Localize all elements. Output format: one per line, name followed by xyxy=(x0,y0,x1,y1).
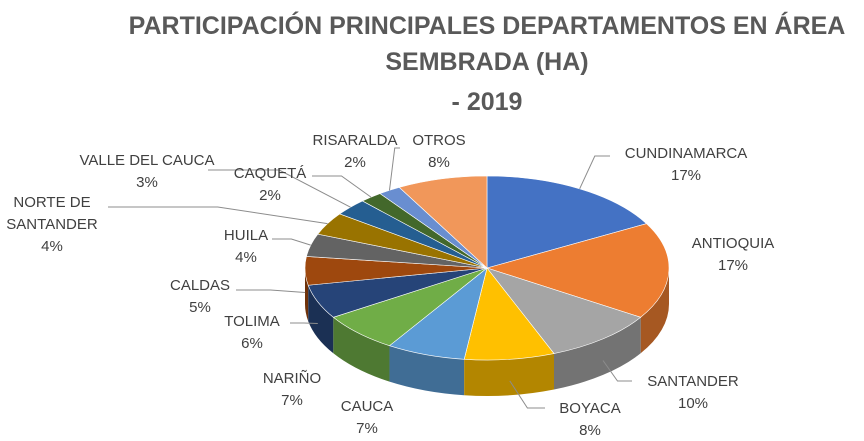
data-label: HUILA 4% xyxy=(224,225,268,269)
category-label: RISARALDA xyxy=(312,132,398,149)
value-label: 5% xyxy=(189,299,211,316)
chart-title: PARTICIPACIÓN PRINCIPALES DEPARTAMENTOS … xyxy=(128,12,846,76)
value-label: 4% xyxy=(235,249,257,266)
category-label: ANTIOQUIA xyxy=(691,235,775,252)
slice-side xyxy=(333,317,390,382)
slice xyxy=(463,267,555,361)
leader-line xyxy=(236,289,306,293)
data-label: CAUCA 7% xyxy=(341,396,394,440)
data-label: SANTANDER 10% xyxy=(647,371,738,415)
leader-line xyxy=(388,147,400,191)
data-label: NARIÑO 7% xyxy=(263,368,321,412)
leader-line xyxy=(108,206,328,225)
category-label: VALLE DEL CAUCA xyxy=(79,152,215,169)
value-label: 8% xyxy=(428,154,450,171)
slice-side xyxy=(553,317,641,390)
leader-line xyxy=(602,360,632,382)
value-label: 6% xyxy=(241,335,263,352)
slice xyxy=(486,267,642,354)
value-label: 2% xyxy=(259,187,281,204)
leader-line xyxy=(509,380,545,409)
category-label: SANTANDER xyxy=(647,373,739,390)
category-label: NORTE DE SANTANDER xyxy=(6,194,98,233)
category-label: CAQUETÁ xyxy=(233,165,307,182)
data-label: VALLE DEL CAUCA 3% xyxy=(79,150,214,194)
slice xyxy=(485,223,670,318)
leader-line xyxy=(272,238,311,246)
data-label: TOLIMA 6% xyxy=(224,311,280,355)
category-label: OTROS xyxy=(412,132,466,149)
data-label: ANTIOQUIA 17% xyxy=(692,233,775,277)
data-label: OTROS 8% xyxy=(412,130,465,174)
data-label: BOYACA 8% xyxy=(559,398,620,441)
value-label: 8% xyxy=(579,422,601,439)
data-label: NORTE DE SANTANDER 4% xyxy=(2,192,102,258)
category-label: TOLIMA xyxy=(224,313,280,330)
value-label: 10% xyxy=(677,395,709,412)
category-label: CALDAS xyxy=(169,277,231,294)
chart-subtitle: - 2019 xyxy=(451,88,523,116)
slice-side xyxy=(464,353,554,396)
slice xyxy=(398,175,488,269)
data-label: RISARALDA 2% xyxy=(312,130,397,174)
category-label: NARIÑO xyxy=(262,370,322,387)
value-label: 2% xyxy=(344,154,366,171)
value-label: 7% xyxy=(281,392,303,409)
slice-side xyxy=(389,345,465,396)
leader-line xyxy=(579,155,610,190)
slice-side xyxy=(308,285,334,354)
slice xyxy=(486,175,648,269)
slice-side xyxy=(305,268,309,322)
value-label: 17% xyxy=(670,167,702,184)
category-label: CUNDINAMARCA xyxy=(624,145,748,162)
leader-line xyxy=(312,175,372,198)
category-label: BOYACA xyxy=(559,400,621,417)
data-label: CUNDINAMARCA 17% xyxy=(625,143,748,187)
value-label: 3% xyxy=(136,174,158,191)
slice-side xyxy=(640,268,669,354)
value-label: 4% xyxy=(41,238,63,255)
value-label: 17% xyxy=(717,257,749,274)
category-label: CAUCA xyxy=(340,398,394,415)
category-label: HUILA xyxy=(223,227,269,244)
data-label: CAQUETÁ 2% xyxy=(234,163,307,207)
leader-line xyxy=(208,169,351,208)
data-label: CALDAS 5% xyxy=(170,275,230,319)
value-label: 7% xyxy=(356,420,378,437)
